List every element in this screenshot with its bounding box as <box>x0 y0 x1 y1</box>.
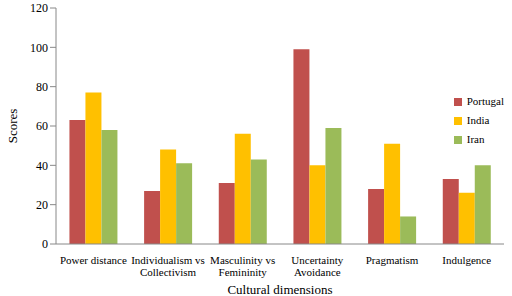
svg-text:120: 120 <box>30 1 48 15</box>
svg-text:60: 60 <box>36 119 48 133</box>
svg-text:100: 100 <box>30 41 48 55</box>
svg-text:UncertaintyAvoidance: UncertaintyAvoidance <box>291 254 343 278</box>
html-text:Portugal: Portugal <box>466 95 504 107</box>
html-text:India: India <box>466 114 490 126</box>
svg-text:Pragmatism: Pragmatism <box>366 254 419 266</box>
svg-text:0: 0 <box>42 237 48 251</box>
svg-text:Scores: Scores <box>8 109 20 144</box>
svg-text:40: 40 <box>36 159 48 173</box>
svg-text:Masculinity vsFemininity: Masculinity vsFemininity <box>210 254 275 278</box>
svg-text:Power distance: Power distance <box>60 254 127 266</box>
svg-text:80: 80 <box>36 80 48 94</box>
svg-text:Indulgence: Indulgence <box>442 254 491 266</box>
svg-text:Individualism vsCollectivism: Individualism vsCollectivism <box>131 254 205 278</box>
html-text:Iran: Iran <box>466 133 485 145</box>
svg-text:Cultural dimensions: Cultural dimensions <box>227 282 332 296</box>
svg-text:20: 20 <box>36 198 48 212</box>
